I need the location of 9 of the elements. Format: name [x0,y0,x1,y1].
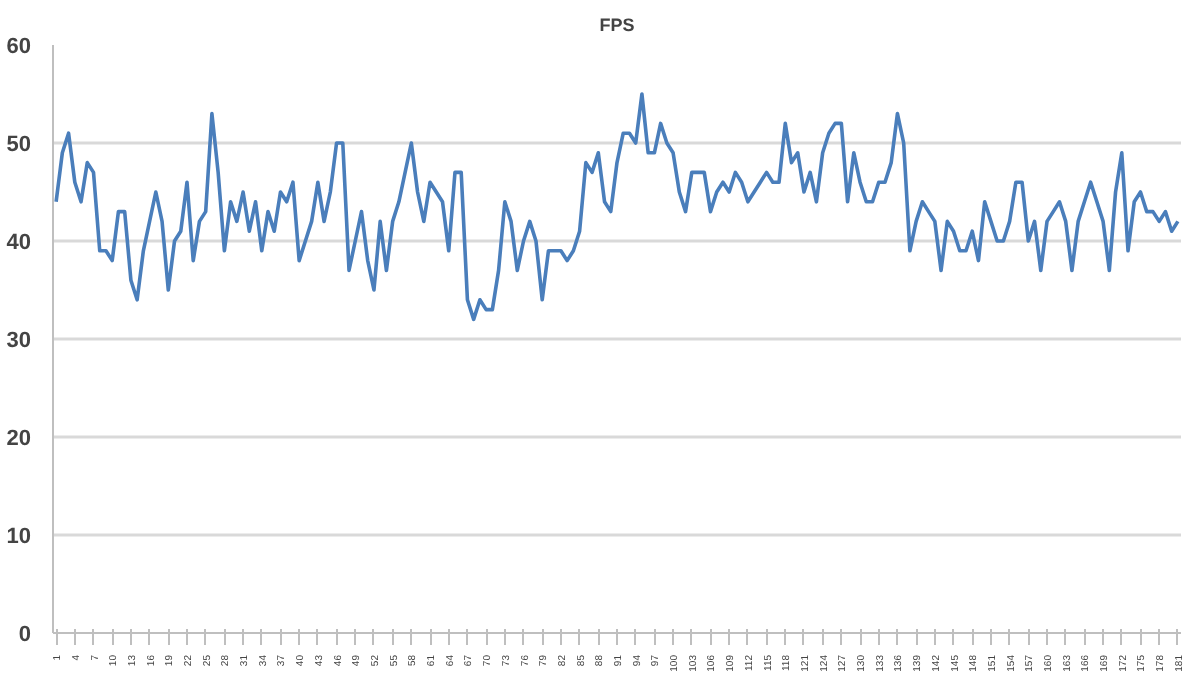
chart-title: FPS [599,15,635,35]
y-tick-label: 60 [6,35,32,59]
y-tick-label: 10 [6,525,32,549]
y-tick-label: 40 [6,231,32,255]
y-tick-label: 0 [18,623,32,647]
line-series [54,92,1180,322]
y-tick-label: 50 [6,133,32,157]
y-tick-label: 30 [6,329,32,353]
y-tick-label: 20 [6,427,32,451]
